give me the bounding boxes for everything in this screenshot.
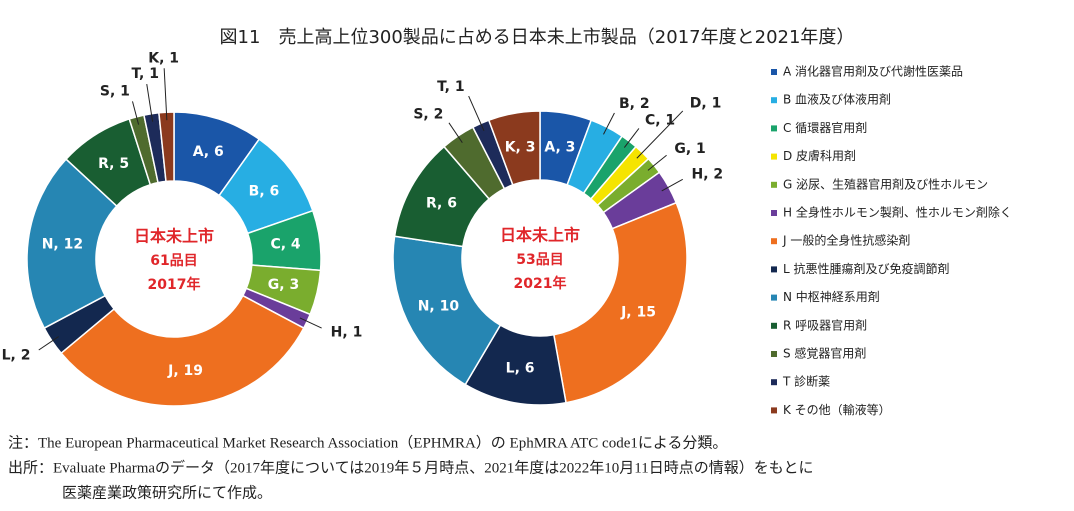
- data-label: J, 15: [620, 304, 656, 320]
- legend-swatch: [771, 97, 777, 104]
- leader-line: [163, 68, 168, 121]
- leader-line: [661, 178, 683, 192]
- center-label: 日本未上市: [500, 226, 580, 245]
- data-label: B, 6: [249, 183, 280, 199]
- center-label: 53品目: [516, 252, 563, 268]
- legend-label: B 血液及び体液用剤: [783, 92, 891, 107]
- donut-slice: [552, 201, 688, 404]
- center-label: 2021年: [514, 275, 567, 292]
- legend-swatch: [771, 407, 777, 414]
- data-label: J, 19: [167, 363, 203, 379]
- legend-label: T 診断薬: [782, 374, 830, 389]
- legend-swatch: [771, 266, 777, 273]
- center-label: 日本未上市: [134, 227, 214, 246]
- legend-label: K その他（輸液等）: [783, 402, 891, 417]
- data-label: T, 1: [131, 66, 159, 82]
- donut-slice: [487, 110, 541, 186]
- source: 出所：Evaluate Pharmaのデータ（2017年度については2019年５…: [8, 458, 813, 476]
- legend-label: D 皮膚科用剤: [783, 148, 856, 163]
- data-label: G, 3: [268, 277, 299, 293]
- data-label: G, 1: [674, 141, 705, 157]
- data-label: S, 1: [100, 84, 130, 100]
- legend-label: R 呼吸器官用剤: [783, 317, 867, 332]
- data-label: D, 1: [690, 96, 722, 112]
- leader-line: [623, 128, 640, 148]
- data-label: H, 1: [331, 324, 363, 340]
- data-label: K, 1: [148, 50, 179, 66]
- data-label: N, 12: [42, 237, 83, 253]
- legend-label: C 循環器官用剤: [783, 120, 867, 135]
- leader-line: [448, 122, 463, 143]
- legend-label: A 消化器官用剤及び代謝性医薬品: [783, 64, 963, 79]
- legend-swatch: [771, 351, 777, 357]
- data-label: H, 2: [692, 166, 724, 182]
- legend-swatch: [771, 153, 777, 160]
- leader-line: [299, 317, 322, 329]
- center-label: 2017年: [148, 276, 201, 293]
- legend-swatch: [771, 125, 777, 132]
- center-label: 61品目: [150, 253, 197, 269]
- legend-label: G 泌尿、生殖器官用剤及び性ホルモン: [783, 176, 988, 191]
- donut-slice: [392, 235, 502, 386]
- leader-line: [647, 154, 667, 171]
- note: 注：The European Pharmaceutical Market Res…: [8, 434, 727, 451]
- legend-label: S 感覚器官用剤: [783, 346, 866, 361]
- data-label: S, 2: [413, 107, 443, 123]
- legend-swatch: [771, 322, 777, 329]
- leader-line: [38, 336, 59, 351]
- leader-line: [132, 101, 140, 125]
- data-label: C, 4: [270, 237, 300, 253]
- legend-swatch: [771, 294, 777, 301]
- leader-line: [603, 112, 615, 135]
- data-label: N, 10: [418, 298, 460, 314]
- legend-swatch: [771, 181, 777, 188]
- legend-swatch: [771, 379, 777, 386]
- donut-slice: [158, 111, 175, 183]
- legend-label: N 中枢神経系用剤: [783, 289, 880, 304]
- legend-swatch: [771, 69, 777, 75]
- legend-swatch: [771, 238, 777, 245]
- legend-label: H 全身性ホルモン製剤、性ホルモン剤除く: [783, 205, 1012, 220]
- leader-line: [468, 95, 485, 131]
- leader-line: [146, 84, 154, 122]
- data-label: T, 1: [437, 79, 465, 95]
- data-label: R, 5: [98, 156, 129, 172]
- source: 医薬産業政策研究所にて作成。: [62, 484, 272, 501]
- leader-line: [636, 110, 684, 159]
- legend-label: L 抗悪性腫瘍剤及び免疫調節剤: [783, 261, 950, 276]
- data-label: C, 1: [645, 112, 675, 128]
- data-label: A, 3: [544, 139, 575, 155]
- data-label: L, 2: [2, 348, 31, 364]
- data-label: A, 6: [193, 144, 224, 160]
- data-label: B, 2: [619, 96, 650, 112]
- data-label: R, 6: [426, 196, 457, 212]
- legend-label: J 一般的全身性抗感染剤: [782, 233, 910, 248]
- legend-swatch: [771, 210, 777, 216]
- donut-slice: [60, 294, 305, 407]
- data-label: K, 3: [505, 139, 536, 155]
- chart-title: 図11 売上高上位300製品に占める日本未上市製品（2017年度と2021年度）: [220, 27, 855, 48]
- data-label: L, 6: [506, 361, 535, 377]
